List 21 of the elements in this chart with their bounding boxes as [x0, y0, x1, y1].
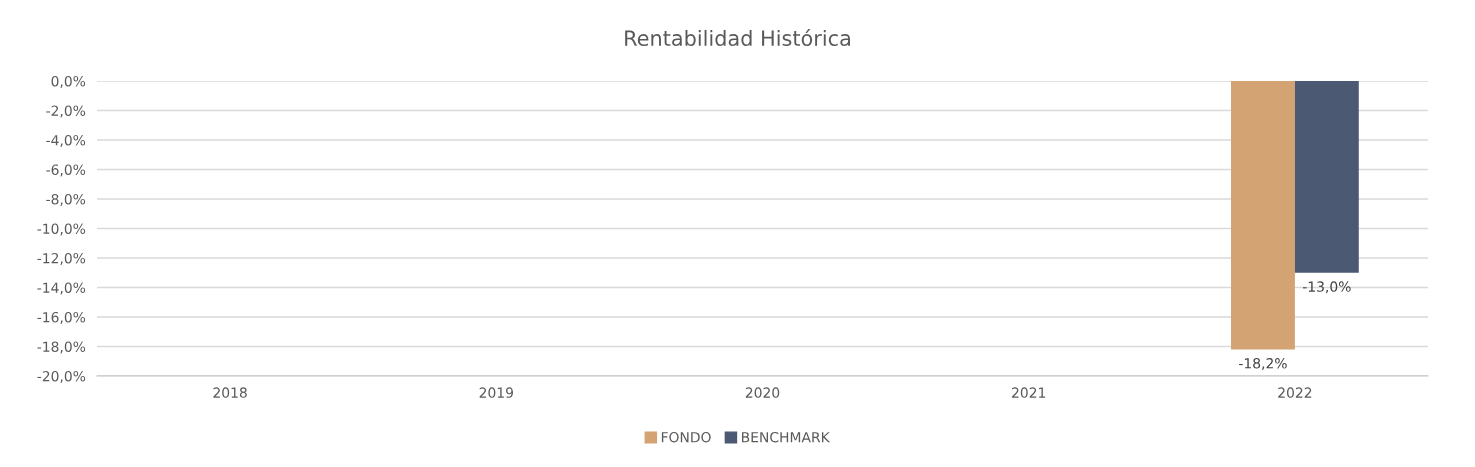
y-tick-label: -10,0% — [37, 223, 86, 236]
y-tick-label: -14,0% — [37, 282, 86, 295]
y-tick-label: -20,0% — [37, 370, 86, 383]
x-tick-label: 2022 — [1278, 387, 1312, 398]
y-tick-label: -4,0% — [46, 134, 86, 147]
y-tick-label: -16,0% — [37, 311, 86, 324]
data-label: -13,0% — [1302, 281, 1351, 294]
x-tick-label: 2019 — [479, 387, 513, 398]
y-tick-label: -8,0% — [46, 193, 86, 206]
y-tick-label: -6,0% — [46, 164, 86, 177]
x-tick-label: 2018 — [213, 387, 247, 398]
data-label: -18,2% — [1239, 358, 1287, 370]
y-tick-label: -18,0% — [37, 341, 86, 354]
legend-label: BENCHMARK — [742, 431, 831, 443]
chart-title: Rentabilidad Histórica — [625, 29, 850, 47]
legend-label: FONDO — [661, 431, 711, 443]
x-tick-label: 2021 — [1012, 387, 1046, 398]
x-tick-label: 2020 — [745, 387, 780, 398]
y-tick-label: -2,0% — [46, 105, 86, 118]
y-tick-label: -12,0% — [37, 252, 86, 265]
y-tick-label: 0,0% — [51, 75, 86, 88]
